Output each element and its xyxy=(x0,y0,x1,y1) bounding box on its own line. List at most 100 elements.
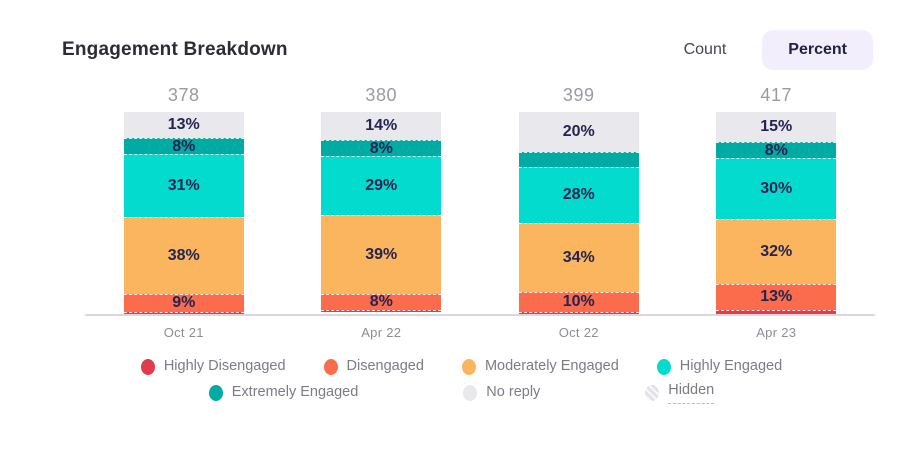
segment-value-label: 32% xyxy=(760,242,793,260)
bar-segment-disengaged[interactable]: 8% xyxy=(321,293,442,311)
segment-value-label: 13% xyxy=(760,288,793,306)
x-axis-label-cell: Oct 22 xyxy=(480,316,678,340)
legend-item-moderately-engaged[interactable]: Moderately Engaged xyxy=(461,358,619,375)
segment-value-label: 13% xyxy=(167,116,200,134)
legend-label: Highly Disengaged xyxy=(163,358,286,374)
segment-value-label: 8% xyxy=(764,141,788,159)
bar-segment-disengaged[interactable]: 10% xyxy=(518,291,639,312)
legend-item-highly-engaged[interactable]: Highly Engaged xyxy=(656,358,783,375)
segment-value-label: 38% xyxy=(167,246,200,264)
bar-cell: 15% 8% 30% 32% 13% xyxy=(678,112,876,314)
bar-cell: 20% 28% 34% 10% xyxy=(480,112,678,314)
x-axis-label-cell: Oct 21 xyxy=(85,316,283,340)
bar-segment-no-reply[interactable]: 20% xyxy=(518,112,639,153)
legend-item-hidden[interactable]: Hidden xyxy=(645,382,715,404)
segment-value-label: 8% xyxy=(369,139,393,157)
legend-item-highly-disengaged[interactable]: Highly Disengaged xyxy=(140,358,286,375)
bar-total-value: 399 xyxy=(562,85,595,105)
legend-label: Hidden xyxy=(668,382,715,404)
segment-value-label: 10% xyxy=(562,293,595,311)
bar-total-value: 380 xyxy=(365,85,398,105)
x-axis-label-cell: Apr 23 xyxy=(678,316,876,340)
bar-segment-no-reply[interactable]: 14% xyxy=(321,112,442,141)
bar-segment-highly-engaged[interactable]: 28% xyxy=(518,166,639,224)
legend-label: Extremely Engaged xyxy=(231,384,359,401)
bars-row: 13% 8% 31% 38% 9% 14% 8% 29% 39% 8% 20% 28% 34% 10% 15… xyxy=(85,112,875,314)
toggle-percent-button[interactable]: Percent xyxy=(762,30,873,70)
bar-cell: 14% 8% 29% 39% 8% xyxy=(283,112,481,314)
segment-value-label: 14% xyxy=(365,117,398,135)
x-axis-label: Apr 22 xyxy=(361,325,402,340)
bar-segment-no-reply[interactable]: 13% xyxy=(123,112,244,139)
segment-value-label: 34% xyxy=(562,248,595,266)
legend-row: Extremely Engaged No reply Hidden xyxy=(208,382,715,404)
segment-value-label: 20% xyxy=(562,123,595,141)
segment-value-label: 31% xyxy=(167,177,200,195)
segment-value-label: 28% xyxy=(562,186,595,204)
bar-total-cell: 399 xyxy=(480,86,678,104)
bar-totals-row: 378 380 399 417 xyxy=(85,86,875,104)
segment-value-label: 9% xyxy=(172,294,196,312)
legend-row: Highly Disengaged Disengaged Moderately En… xyxy=(140,358,783,375)
segment-value-label: 39% xyxy=(365,245,398,263)
bar-segment-disengaged[interactable]: 9% xyxy=(123,293,244,312)
page-title: Engagement Breakdown xyxy=(62,39,288,60)
bar-segment-no-reply[interactable]: 15% xyxy=(716,112,837,143)
stacked-bar-oct-21[interactable]: 13% 8% 31% 38% 9% xyxy=(123,112,244,314)
legend-swatch-icon-highly-engaged xyxy=(656,358,671,375)
bar-segment-highly-engaged[interactable]: 30% xyxy=(716,158,837,220)
bar-total-value: 417 xyxy=(760,85,793,105)
bar-total-cell: 378 xyxy=(85,86,283,104)
bar-total-value: 378 xyxy=(167,85,200,105)
legend-item-disengaged[interactable]: Disengaged xyxy=(323,358,424,375)
legend-swatch-icon-moderately-engaged xyxy=(461,358,476,375)
legend-label: Disengaged xyxy=(346,358,424,374)
bar-total-cell: 380 xyxy=(283,86,481,104)
stacked-bar-apr-22[interactable]: 14% 8% 29% 39% 8% xyxy=(321,112,442,314)
legend-swatch-icon-extremely-engaged xyxy=(208,385,223,402)
x-axis-label: Oct 22 xyxy=(558,325,599,340)
legend-swatch-icon-highly-disengaged xyxy=(140,358,155,375)
bar-segment-highly-engaged[interactable]: 31% xyxy=(123,154,244,218)
segment-value-label: 29% xyxy=(365,177,398,195)
x-axis-line xyxy=(85,314,875,316)
legend-item-extremely-engaged[interactable]: Extremely Engaged xyxy=(208,382,359,403)
bar-segment-highly-disengaged[interactable] xyxy=(321,309,442,312)
bar-segment-extremely-engaged[interactable] xyxy=(518,152,639,167)
x-axis-label-cell: Apr 22 xyxy=(283,316,481,340)
bar-segment-moderately-engaged[interactable]: 38% xyxy=(123,217,244,294)
bar-segment-highly-disengaged[interactable] xyxy=(518,311,639,314)
bar-segment-extremely-engaged[interactable]: 8% xyxy=(123,137,244,155)
toggle-count-button[interactable]: Count xyxy=(658,30,753,70)
x-axis-label: Oct 21 xyxy=(163,325,204,340)
segment-value-label: 8% xyxy=(172,137,196,155)
bar-total-cell: 417 xyxy=(678,86,876,104)
count-percent-toggle: Count Percent xyxy=(658,30,873,70)
bar-cell: 13% 8% 31% 38% 9% xyxy=(85,112,283,314)
bar-segment-disengaged[interactable]: 13% xyxy=(716,283,837,310)
bar-segment-highly-disengaged[interactable] xyxy=(716,309,837,314)
bar-segment-moderately-engaged[interactable]: 32% xyxy=(716,219,837,284)
card-header: Engagement Breakdown Count Percent xyxy=(0,0,923,70)
segment-value-label: 30% xyxy=(760,180,793,198)
legend-swatch-icon-hidden xyxy=(645,385,660,402)
x-axis-label: Apr 23 xyxy=(756,325,797,340)
segment-value-label: 8% xyxy=(369,293,393,311)
bar-segment-extremely-engaged[interactable]: 8% xyxy=(716,141,837,159)
stacked-bar-oct-22[interactable]: 20% 28% 34% 10% xyxy=(518,112,639,314)
bar-segment-moderately-engaged[interactable]: 39% xyxy=(321,215,442,294)
bar-segment-moderately-engaged[interactable]: 34% xyxy=(518,223,639,292)
legend-swatch-icon-no-reply xyxy=(463,385,478,402)
bar-segment-highly-disengaged[interactable] xyxy=(123,311,244,314)
chart-legend: Highly Disengaged Disengaged Moderately En… xyxy=(0,358,923,404)
bar-segment-highly-engaged[interactable]: 29% xyxy=(321,156,442,215)
legend-swatch-icon-disengaged xyxy=(323,358,338,375)
stacked-bar-chart: 378 380 399 417 13% 8% 31% 38% 9% 14% 8% 29% 39% 8% 2… xyxy=(85,86,875,340)
legend-item-no-reply[interactable]: No reply xyxy=(463,382,540,403)
legend-label: Highly Engaged xyxy=(679,358,783,374)
legend-label: No reply xyxy=(486,384,541,401)
bar-segment-extremely-engaged[interactable]: 8% xyxy=(321,139,442,157)
stacked-bar-apr-23[interactable]: 15% 8% 30% 32% 13% xyxy=(716,112,837,314)
legend-label: Moderately Engaged xyxy=(484,358,619,374)
